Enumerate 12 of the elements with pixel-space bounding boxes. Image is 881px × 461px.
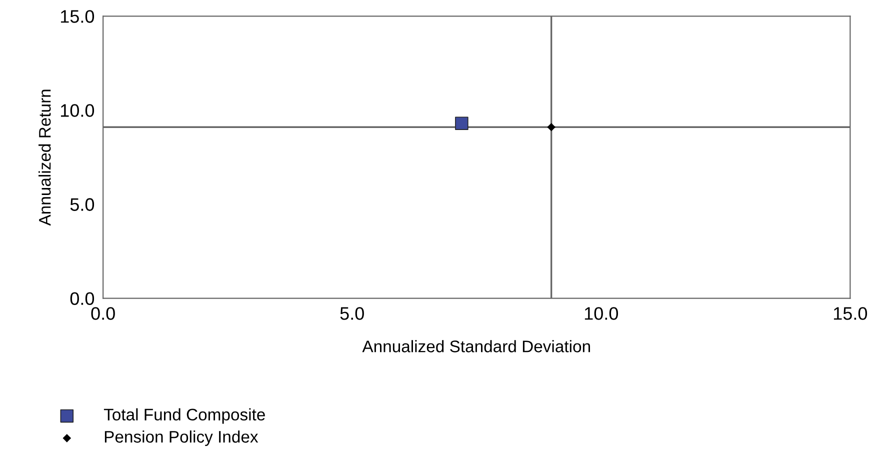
y-tick-label: 15.0	[60, 10, 94, 23]
x-axis-title: Annualized Standard Deviation	[362, 340, 590, 352]
y-tick-label: 0.0	[70, 292, 94, 305]
legend-label: Total Fund Composite	[104, 408, 265, 424]
x-tick-label: 15.0	[834, 307, 868, 320]
x-tick-label: 5.0	[340, 307, 364, 320]
x-tick-label: 0.0	[91, 307, 115, 320]
y-tick-label: 5.0	[70, 198, 94, 211]
legend-label: Pension Policy Index	[104, 430, 258, 446]
y-axis-title: Annualized Return	[38, 90, 51, 226]
y-tick-label: 10.0	[60, 104, 94, 117]
x-tick-label: 10.0	[584, 307, 618, 320]
